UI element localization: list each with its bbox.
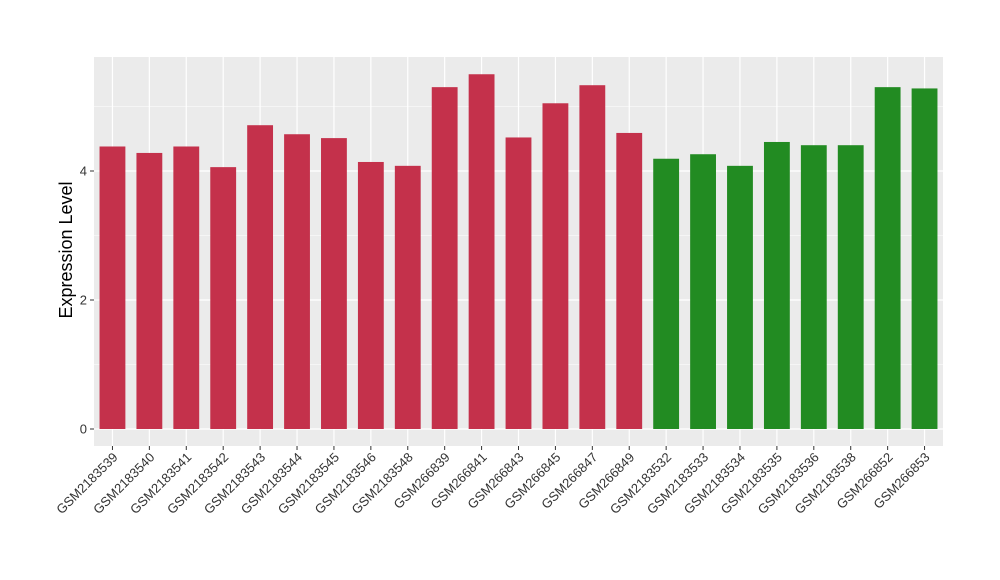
bar-GSM2183538 (837, 145, 864, 429)
y-tick-label: 2 (80, 293, 87, 308)
bar-GSM2183544 (284, 134, 310, 430)
bar-GSM2183534 (727, 165, 753, 429)
bar-GSM266841 (468, 74, 495, 429)
y-axis-title: Expression Level (56, 181, 76, 318)
bar-GSM2183546 (357, 161, 384, 429)
y-tick-label: 0 (80, 422, 87, 437)
bar-GSM2183539 (99, 146, 126, 430)
bar-GSM2183540 (136, 152, 163, 429)
bar-GSM2183536 (800, 145, 827, 429)
bar-GSM2183532 (653, 158, 680, 429)
bar-GSM2183542 (210, 167, 237, 429)
bar-GSM266847 (579, 85, 606, 429)
bar-GSM266852 (874, 87, 901, 430)
bar-GSM266845 (542, 103, 569, 430)
bar-GSM266849 (616, 132, 643, 429)
bar-GSM2183533 (690, 154, 716, 430)
bar-GSM266839 (431, 87, 458, 430)
bars (99, 74, 938, 430)
bar-GSM2183543 (247, 125, 274, 429)
bar-GSM266853 (911, 88, 938, 429)
bar-GSM2183548 (394, 165, 421, 429)
bar-GSM2183535 (763, 141, 790, 429)
y-tick-label: 4 (80, 164, 87, 179)
bar-GSM2183541 (173, 146, 200, 430)
bar-GSM266843 (505, 137, 532, 429)
bar-GSM2183545 (321, 138, 347, 430)
